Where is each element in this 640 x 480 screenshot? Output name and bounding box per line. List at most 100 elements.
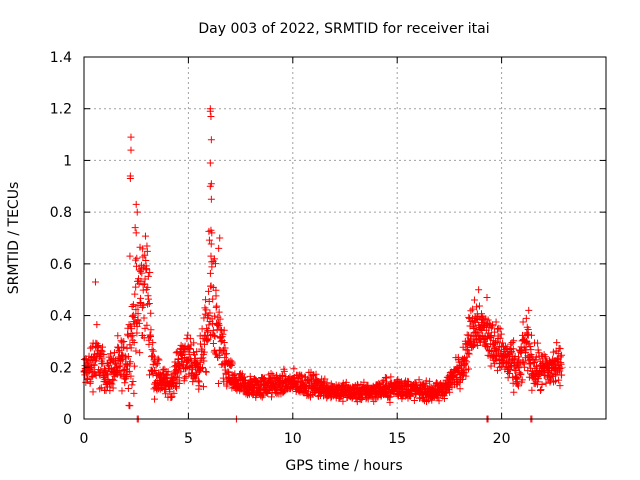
- data-point: [132, 200, 140, 208]
- data-point: [515, 353, 523, 361]
- data-point: [504, 350, 512, 358]
- data-point: [558, 351, 566, 359]
- data-point: [465, 350, 473, 358]
- data-point: [305, 392, 313, 400]
- data-point: [164, 368, 172, 376]
- data-point: [506, 345, 514, 353]
- data-point: [405, 378, 413, 386]
- data-point: [132, 306, 140, 314]
- data-point: [215, 321, 223, 329]
- data-point: [87, 344, 95, 352]
- data-point: [207, 112, 215, 120]
- data-point: [91, 278, 99, 286]
- data-point: [150, 353, 158, 361]
- data-point: [144, 272, 152, 280]
- data-point: [133, 262, 141, 270]
- data-point: [528, 331, 536, 339]
- y-tick-label: 1: [63, 153, 72, 169]
- data-point: [469, 305, 477, 313]
- data-point: [527, 346, 535, 354]
- data-point: [219, 330, 227, 338]
- data-point: [532, 353, 540, 361]
- data-point: [464, 349, 472, 357]
- data-point: [103, 383, 111, 391]
- data-point: [205, 287, 213, 295]
- data-point: [534, 375, 542, 383]
- x-tick-label: 5: [184, 431, 193, 447]
- data-point: [114, 343, 122, 351]
- data-point: [321, 375, 329, 383]
- data-point: [441, 389, 449, 397]
- data-point: [153, 360, 161, 368]
- data-point: [387, 373, 395, 381]
- data-point: [257, 392, 265, 400]
- data-point: [93, 321, 101, 329]
- data-point: [460, 369, 468, 377]
- data-point: [131, 290, 139, 298]
- data-point: [536, 387, 544, 394]
- data-point: [470, 296, 478, 304]
- data-point: [132, 347, 140, 355]
- data-point: [96, 352, 104, 360]
- data-point: [410, 396, 418, 404]
- chart-title: Day 003 of 2022, SRMTID for receiver ita…: [198, 21, 489, 37]
- data-point: [510, 337, 518, 345]
- data-point: [209, 339, 217, 347]
- data-point: [216, 234, 224, 242]
- data-point: [469, 342, 477, 350]
- data-point: [98, 347, 106, 355]
- data-point: [151, 395, 159, 403]
- data-point: [117, 357, 125, 365]
- data-point: [208, 263, 216, 271]
- data-point: [106, 379, 114, 387]
- data-point: [297, 372, 305, 380]
- data-point: [206, 269, 214, 277]
- data-point: [207, 136, 215, 144]
- data-point: [211, 312, 219, 320]
- data-point: [126, 172, 134, 180]
- data-point: [212, 286, 220, 294]
- data-point: [503, 359, 511, 367]
- data-point: [139, 253, 147, 261]
- data-point: [175, 380, 183, 388]
- data-point: [487, 333, 495, 341]
- data-point: [217, 338, 225, 346]
- data-point: [195, 378, 203, 386]
- x-tick-label: 10: [284, 431, 302, 447]
- data-point: [323, 379, 331, 387]
- data-point: [513, 380, 521, 388]
- data-point: [107, 350, 115, 358]
- data-point: [186, 344, 194, 352]
- data-point: [140, 301, 148, 309]
- data-point: [211, 332, 219, 340]
- data-point: [166, 388, 174, 396]
- data-point: [520, 363, 528, 371]
- data-point: [492, 318, 500, 326]
- data-point: [415, 376, 423, 384]
- data-point: [184, 331, 192, 339]
- data-point: [198, 364, 206, 372]
- data-point: [209, 295, 217, 303]
- data-point: [206, 309, 214, 317]
- data-point: [470, 325, 478, 332]
- data-point: [200, 357, 208, 365]
- data-point: [509, 345, 517, 353]
- data-point: [312, 370, 320, 378]
- data-point: [461, 356, 469, 364]
- data-point: [149, 339, 157, 347]
- data-point: [491, 328, 499, 336]
- data-point: [462, 372, 470, 380]
- x-tick-labels: 0 5 10 15 20: [80, 431, 511, 447]
- data-point: [210, 255, 218, 263]
- data-point: [140, 314, 148, 322]
- data-point: [130, 389, 138, 397]
- data-point: [123, 330, 131, 338]
- data-point: [489, 322, 497, 330]
- data-point: [433, 392, 441, 400]
- data-point: [474, 313, 482, 321]
- data-point: [557, 360, 565, 368]
- data-point: [167, 393, 175, 401]
- data-point: [221, 344, 229, 352]
- data-point: [172, 384, 180, 392]
- data-point: [221, 350, 229, 358]
